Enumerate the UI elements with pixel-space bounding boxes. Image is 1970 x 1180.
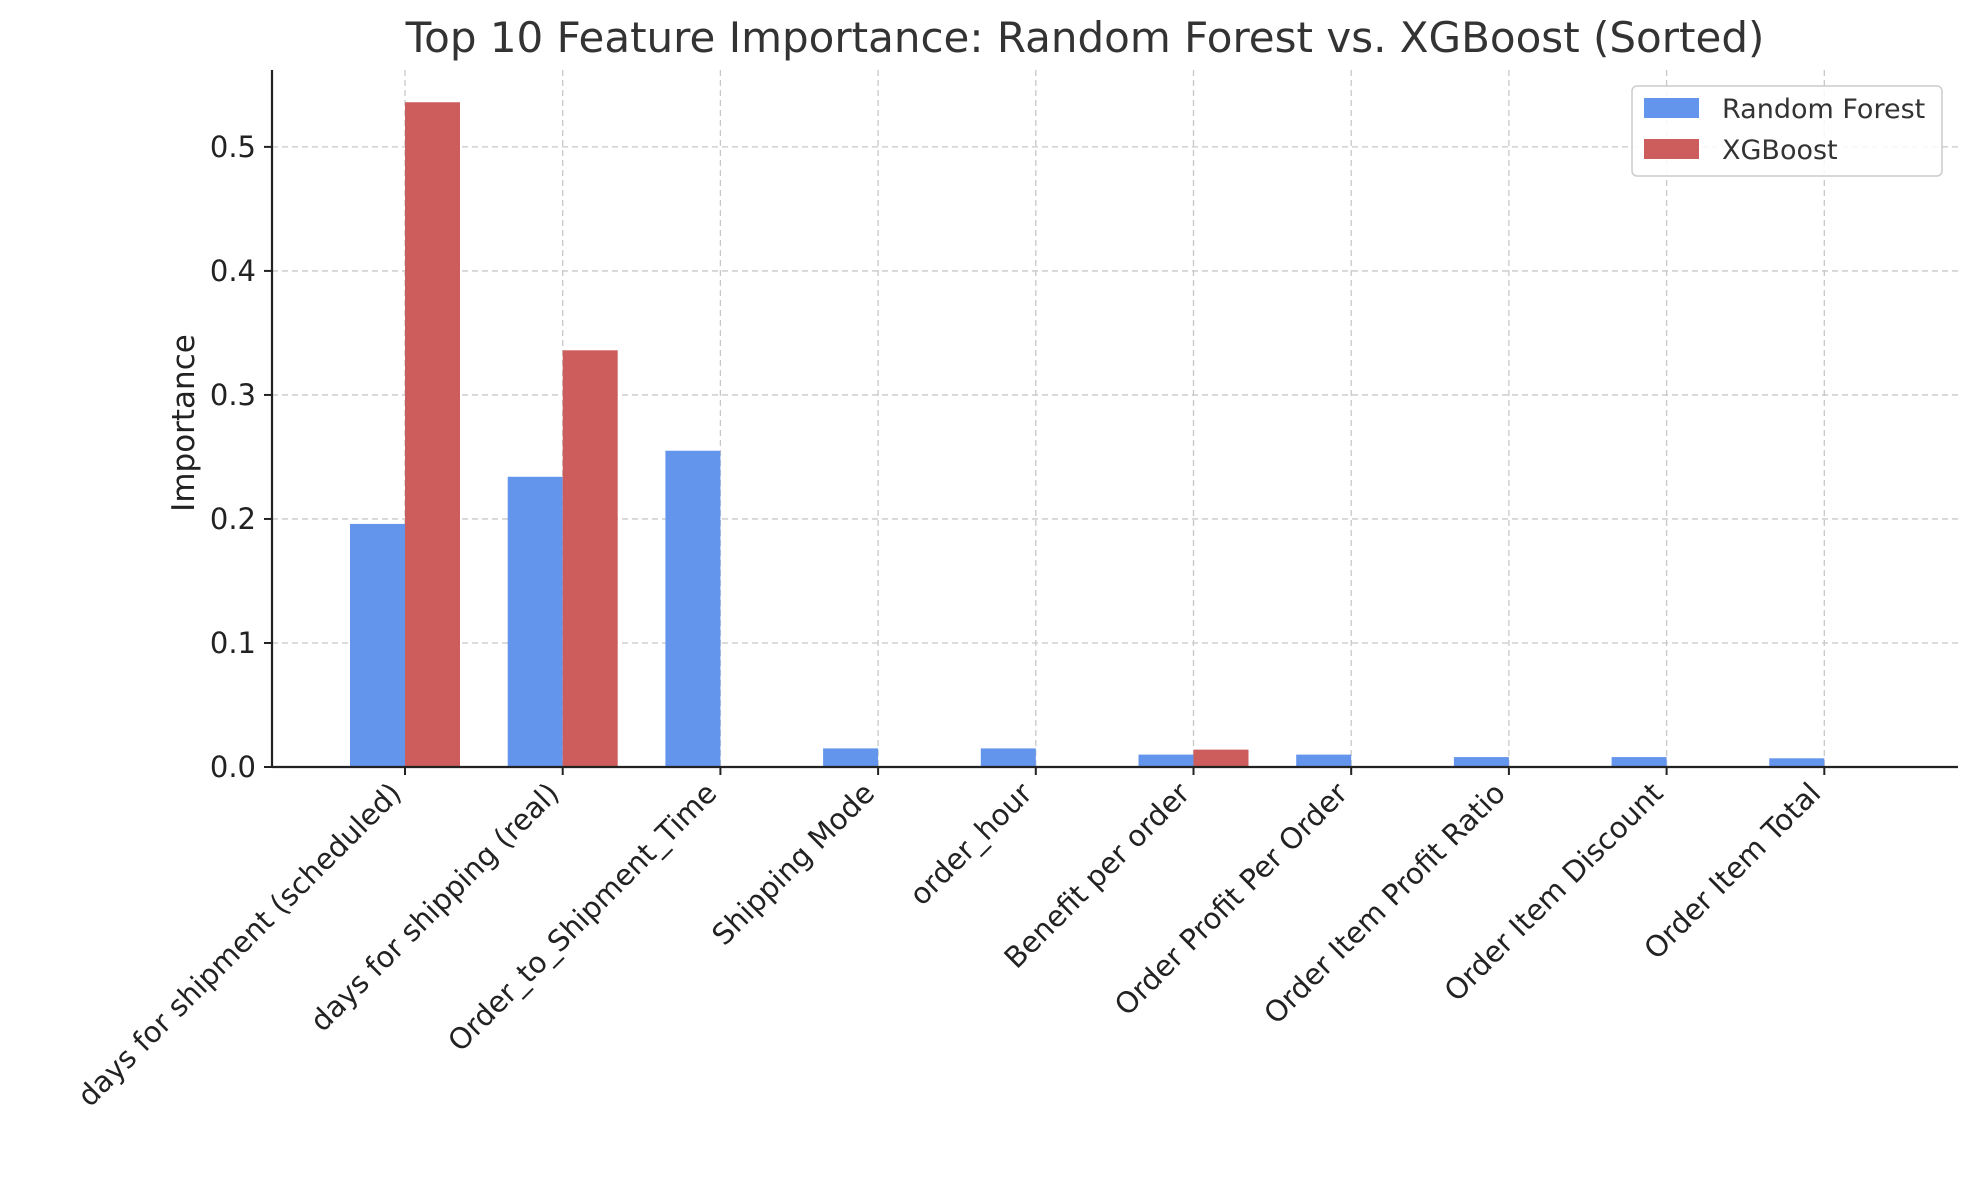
bar-random-forest-order-to-shipment-time: [665, 450, 721, 767]
bar-random-forest-days-for-shipment-scheduled: [350, 523, 405, 767]
bar-xgboost-days-for-shipment-scheduled: [405, 102, 460, 768]
legend: Random Forest XGBoost: [1631, 85, 1943, 177]
bar-random-forest-order-hour: [980, 748, 1036, 767]
bar-xgboost-benefit-per-order: [1193, 749, 1249, 767]
chart-title: Top 10 Feature Importance: Random Forest…: [405, 13, 1765, 62]
bar-random-forest-benefit-per-order: [1138, 754, 1194, 767]
bars: [350, 102, 1825, 768]
legend-label-random-forest: Random Forest: [1722, 94, 1925, 125]
y-tick-label: 0.2: [210, 502, 256, 536]
legend-swatch-xgboost: [1644, 139, 1699, 159]
y-tick-label: 0.5: [210, 130, 256, 164]
axes: [264, 70, 1958, 775]
legend-label-xgboost: XGBoost: [1722, 135, 1838, 166]
y-tick-label: 0.0: [210, 750, 256, 784]
bar-xgboost-days-for-shipping-real: [562, 350, 618, 767]
legend-box: [1631, 85, 1943, 177]
bar-random-forest-order-item-profit-ratio: [1453, 757, 1509, 767]
y-tick-label: 0.1: [210, 626, 256, 660]
bar-random-forest-shipping-mode: [823, 748, 879, 767]
y-tick-label: 0.3: [210, 378, 256, 412]
y-axis-title: Importance: [166, 334, 202, 512]
legend-swatch-random-forest: [1644, 98, 1699, 118]
bar-random-forest-order-profit-per-order: [1296, 754, 1352, 767]
bar-random-forest-order-item-discount: [1611, 757, 1667, 767]
bar-random-forest-days-for-shipping-real: [507, 476, 563, 767]
y-tick-label: 0.4: [210, 254, 256, 288]
bar-random-forest-order-item-total: [1769, 758, 1825, 767]
